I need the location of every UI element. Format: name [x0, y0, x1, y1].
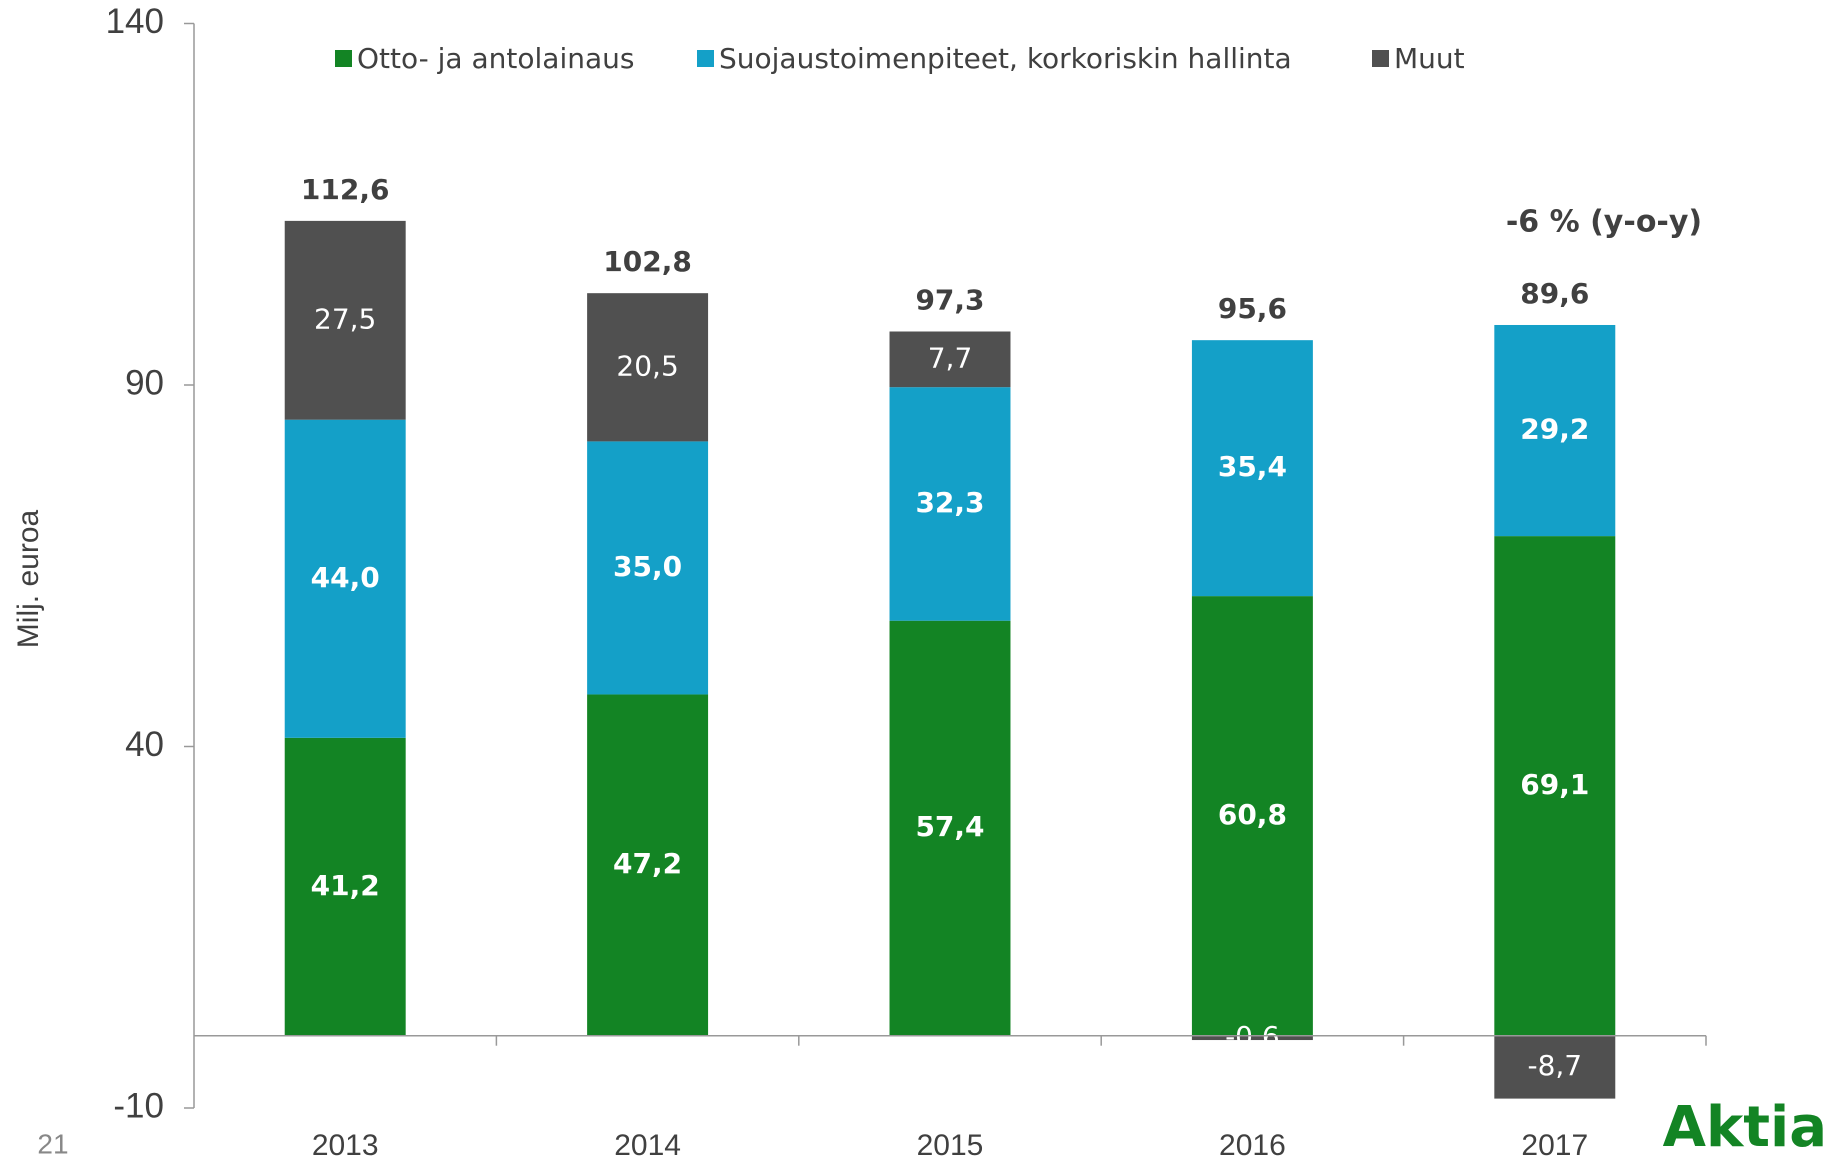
annotation: -6 % (y-o-y): [1506, 205, 1702, 240]
x-tick-label: 2017: [1521, 1129, 1588, 1161]
bar-segment: [1494, 536, 1616, 1036]
bar-segment: [1191, 596, 1313, 1036]
bar-segment: [1494, 324, 1616, 537]
bar-segment: [1191, 1035, 1313, 1041]
legend-swatch: [1372, 50, 1389, 67]
bar-segment: [889, 331, 1011, 388]
logo: Aktia: [1663, 1095, 1827, 1160]
page-number: 21: [37, 1128, 68, 1159]
bar-segment: [1191, 340, 1313, 597]
x-tick-label: 2013: [312, 1129, 379, 1161]
total-label: 97,3: [915, 283, 984, 316]
total-label: 112,6: [301, 173, 390, 206]
segment-label: 20,5: [616, 349, 678, 382]
bar-segment: [284, 220, 406, 420]
bar-segment: [1494, 1035, 1616, 1099]
total-label: 89,6: [1520, 277, 1589, 310]
bar-segment: [889, 387, 1011, 621]
y-tick-label: 40: [125, 725, 164, 764]
bar-segment: [587, 694, 709, 1036]
x-tick-label: 2016: [1219, 1129, 1286, 1161]
bar-segment: [889, 620, 1011, 1036]
bar-segment: [587, 293, 709, 442]
bar-segment: [284, 419, 406, 738]
segment-label: 32,3: [915, 486, 984, 519]
segment-label: 35,0: [613, 550, 682, 583]
total-label: 102,8: [603, 245, 692, 278]
y-tick-label: -10: [113, 1086, 164, 1125]
y-tick-label: 140: [106, 2, 164, 41]
segment-label: 47,2: [613, 847, 682, 880]
legend-swatch: [335, 50, 352, 67]
segment-label: 29,2: [1520, 413, 1589, 446]
bar-segment: [587, 441, 709, 695]
y-axis-label: Milj. euroa: [12, 509, 45, 648]
total-label: 95,6: [1218, 292, 1287, 325]
segment-label: 41,2: [311, 869, 380, 902]
segment-label: 27,5: [314, 302, 376, 335]
y-tick-label: 90: [125, 363, 164, 402]
legend-swatch: [697, 50, 714, 67]
segment-label: 7,7: [928, 341, 973, 374]
x-tick-label: 2014: [614, 1129, 681, 1161]
segment-label: -8,7: [1527, 1049, 1582, 1082]
bar-segment: [284, 737, 406, 1036]
legend-label: Muut: [1394, 42, 1465, 75]
legend-label: Suojaustoimenpiteet, korkoriskin hallint…: [719, 42, 1292, 75]
x-tick-label: 2015: [917, 1129, 984, 1161]
legend-label: Otto- ja antolainaus: [357, 42, 634, 75]
segment-label: 57,4: [915, 810, 984, 843]
segment-label: 69,1: [1520, 768, 1589, 801]
segment-label: 44,0: [311, 561, 380, 594]
segment-label: 35,4: [1218, 450, 1287, 483]
segment-label: 60,8: [1218, 798, 1287, 831]
